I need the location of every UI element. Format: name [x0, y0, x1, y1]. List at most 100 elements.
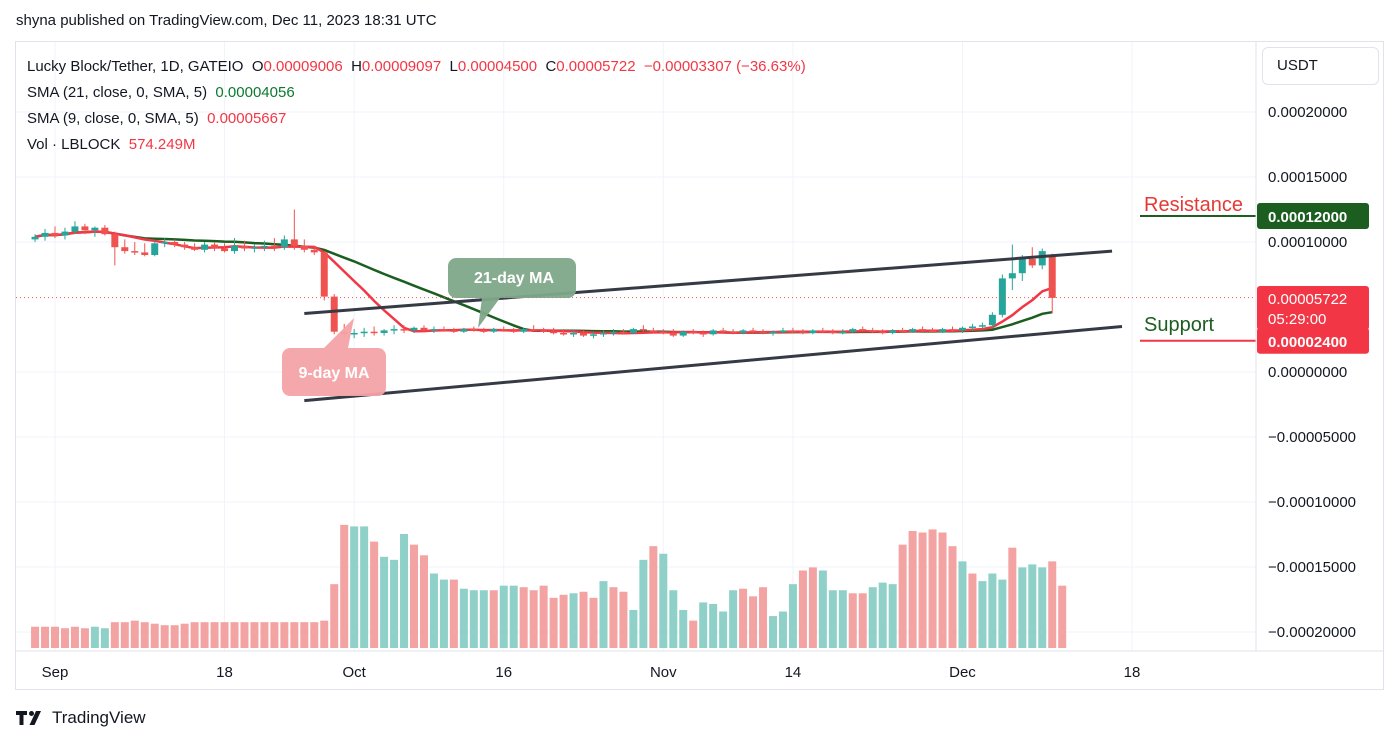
candle-body[interactable] — [31, 236, 39, 240]
candle-body[interactable] — [759, 331, 767, 334]
candle-body[interactable] — [61, 231, 69, 236]
candle-body[interactable] — [949, 329, 956, 331]
candle-body[interactable] — [879, 331, 887, 334]
candle-body[interactable] — [789, 330, 797, 332]
candle-body[interactable] — [729, 331, 737, 334]
candle-body[interactable] — [1008, 273, 1016, 279]
candle-body[interactable] — [300, 245, 308, 250]
candle-body[interactable] — [350, 333, 358, 335]
candle-body[interactable] — [968, 326, 976, 329]
candle-body[interactable] — [201, 244, 209, 250]
candle-body[interactable] — [370, 331, 378, 334]
candle-body[interactable] — [869, 330, 877, 332]
candle-body[interactable] — [749, 330, 757, 332]
candle-body[interactable] — [221, 248, 229, 252]
candle-body[interactable] — [599, 333, 607, 335]
candle-body[interactable] — [310, 249, 318, 253]
candle-body[interactable] — [330, 296, 338, 332]
candle-body[interactable] — [260, 245, 268, 248]
candle-body[interactable] — [929, 330, 937, 332]
candle-body[interactable] — [709, 330, 717, 335]
candle-body[interactable] — [719, 330, 727, 332]
candle-body[interactable] — [171, 242, 179, 245]
candle-body[interactable] — [81, 226, 89, 231]
candle-body[interactable] — [1028, 258, 1036, 266]
candle-body[interactable] — [440, 329, 448, 331]
candle-body[interactable] — [490, 329, 498, 332]
candle-body[interactable] — [619, 331, 627, 334]
candle-body[interactable] — [290, 239, 298, 246]
candle-body[interactable] — [161, 242, 169, 244]
candle-body[interactable] — [958, 327, 966, 331]
candle-body[interactable] — [909, 329, 917, 332]
candle-body[interactable] — [939, 329, 947, 332]
candle-body[interactable] — [978, 325, 986, 327]
candle-body[interactable] — [580, 333, 588, 336]
candle-body[interactable] — [1018, 258, 1026, 274]
candle-body[interactable] — [739, 330, 747, 333]
candle-body[interactable] — [649, 330, 657, 332]
candle-body[interactable] — [470, 329, 478, 331]
tradingview-logo[interactable]: TradingView — [16, 708, 146, 728]
candle-body[interactable] — [769, 331, 777, 334]
candle-body[interactable] — [629, 329, 637, 333]
candle-body[interactable] — [859, 329, 867, 331]
candle-body[interactable] — [998, 278, 1006, 315]
candle-body[interactable] — [41, 232, 49, 237]
candle-body[interactable] — [829, 331, 837, 334]
candle-body[interactable] — [609, 331, 617, 334]
candle-body[interactable] — [450, 330, 458, 332]
candle-body[interactable] — [181, 244, 189, 248]
candle-body[interactable] — [590, 334, 597, 336]
candle-body[interactable] — [480, 330, 488, 332]
candle-body[interactable] — [500, 329, 508, 331]
legend-sma21-row[interactable]: SMA (21, close, 0, SMA, 5) 0.00004056 — [27, 80, 806, 106]
candle-body[interactable] — [101, 227, 109, 235]
candle-body[interactable] — [191, 247, 199, 250]
candle-body[interactable] — [430, 329, 438, 331]
candle-body[interactable] — [540, 330, 548, 332]
candle-body[interactable] — [889, 330, 897, 333]
candle-body[interactable] — [839, 331, 847, 334]
candle-body[interactable] — [231, 245, 238, 252]
candle-body[interactable] — [899, 330, 907, 332]
candle-body[interactable] — [779, 330, 787, 332]
candle-body[interactable] — [390, 329, 398, 331]
candle-body[interactable] — [849, 329, 857, 332]
candle-body[interactable] — [799, 331, 807, 334]
candle-body[interactable] — [819, 330, 827, 332]
candle-body[interactable] — [699, 333, 707, 335]
chart-frame[interactable] — [15, 41, 1384, 690]
candle-body[interactable] — [560, 333, 568, 335]
candle-body[interactable] — [141, 252, 149, 255]
candle-body[interactable] — [71, 226, 79, 232]
candle-body[interactable] — [530, 329, 538, 331]
candle-body[interactable] — [510, 330, 518, 332]
candle-body[interactable] — [659, 331, 667, 334]
candle-body[interactable] — [809, 330, 817, 333]
candle-body[interactable] — [151, 243, 159, 255]
candle-body[interactable] — [131, 251, 139, 253]
candle-body[interactable] — [570, 333, 578, 335]
candle-body[interactable] — [420, 327, 428, 331]
candle-body[interactable] — [380, 330, 388, 333]
candle-body[interactable] — [639, 329, 647, 331]
candle-body[interactable] — [360, 331, 368, 334]
candle-body[interactable] — [400, 329, 408, 331]
candle-body[interactable] — [121, 247, 129, 252]
candle-body[interactable] — [550, 331, 558, 334]
candle-body[interactable] — [679, 331, 687, 336]
candle-body[interactable] — [919, 329, 927, 331]
candle-body[interactable] — [250, 247, 258, 249]
candle-body[interactable] — [689, 331, 697, 334]
candle-body[interactable] — [280, 239, 288, 248]
legend-symbol[interactable]: Lucky Block/Tether, 1D, GATEIO — [27, 58, 244, 75]
candle-body[interactable] — [988, 314, 996, 326]
candle-body[interactable] — [270, 245, 278, 248]
currency-button[interactable]: USDT — [1262, 47, 1379, 85]
candle-body[interactable] — [51, 232, 59, 236]
candle-body[interactable] — [320, 252, 328, 297]
legend-sma9-row[interactable]: SMA (9, close, 0, SMA, 5) 0.00005667 — [27, 106, 806, 132]
candle-body[interactable] — [211, 244, 219, 249]
